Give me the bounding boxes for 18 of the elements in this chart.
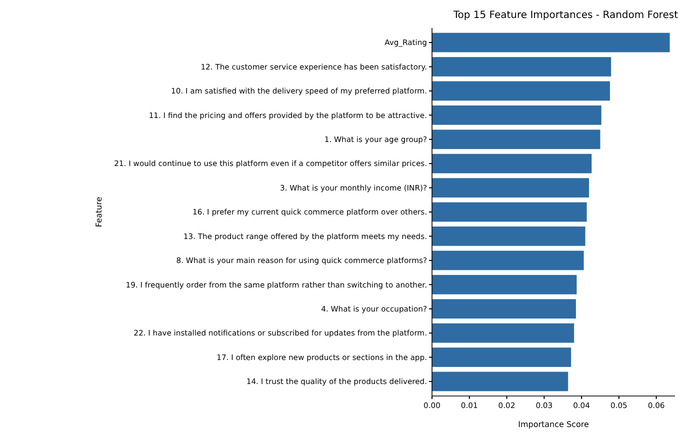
bar [432,130,600,150]
bar [432,250,584,270]
bar [432,105,602,125]
bar [432,299,576,319]
bar [432,81,610,101]
bar [432,202,587,222]
bar [432,178,590,198]
bar [432,323,574,343]
bar [432,32,670,52]
bar [432,226,586,246]
chart-title: Top 15 Feature Importances - Random Forest [452,10,678,21]
bar [432,154,592,174]
bar [432,348,572,367]
bar [432,57,612,76]
bar [432,274,577,294]
x-axis-title: Importance Score [518,420,589,429]
bar [432,372,568,392]
y-axis-title: Feature [94,196,104,228]
